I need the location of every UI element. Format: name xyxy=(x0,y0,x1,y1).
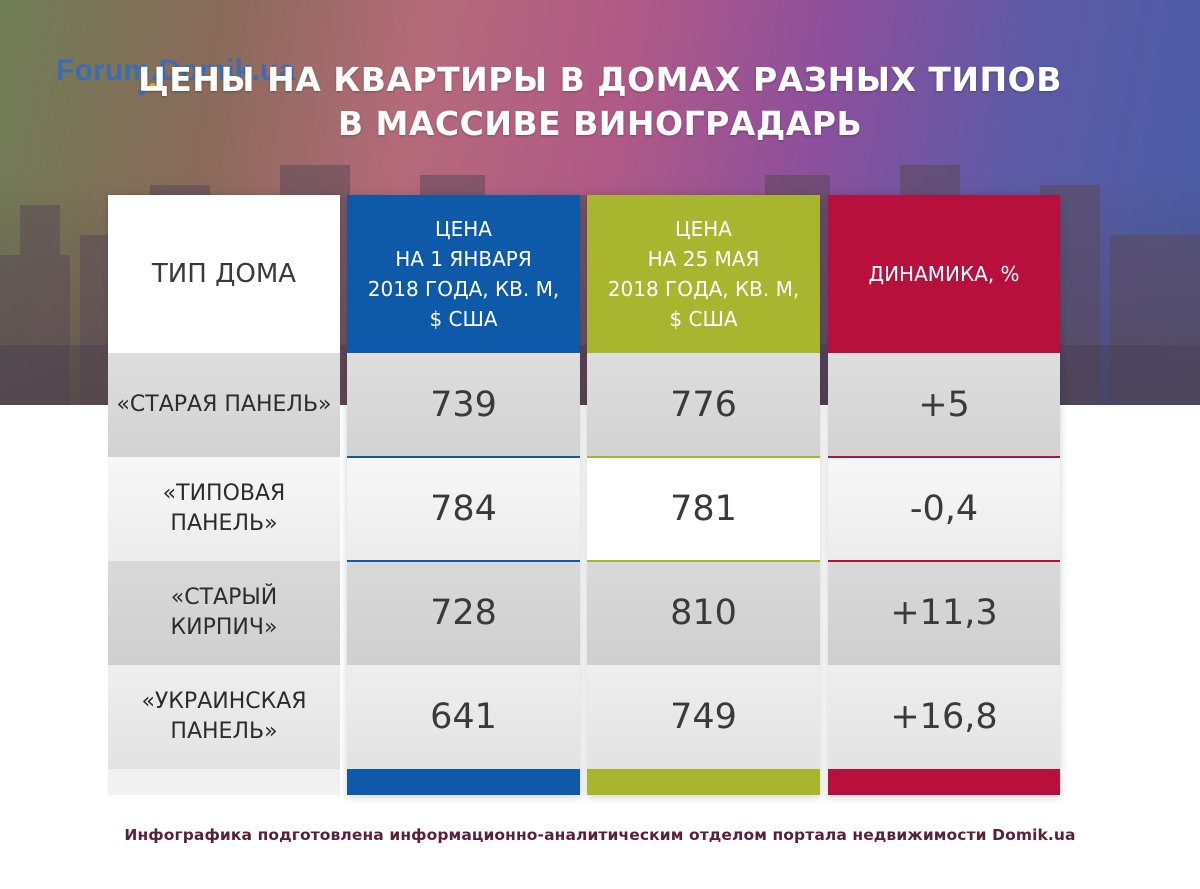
value-cell: 784 xyxy=(347,457,580,561)
page-title: ЦЕНЫ НА КВАРТИРЫ В ДОМАХ РАЗНЫХ ТИПОВ В … xyxy=(0,58,1200,146)
row-separator xyxy=(587,456,820,458)
row-label: ПАНЕЛЬ» xyxy=(170,719,278,744)
dynamics-value: -0,4 xyxy=(909,489,979,529)
price-jan-value: 784 xyxy=(430,489,497,529)
price-jan-value: 728 xyxy=(430,593,497,633)
title-line-1: ЦЕНЫ НА КВАРТИРЫ В ДОМАХ РАЗНЫХ ТИПОВ xyxy=(138,60,1062,99)
header-line: ДИНАМИКА, % xyxy=(868,262,1020,286)
credit-text: Инфографика подготовлена информационно-а… xyxy=(124,826,1076,844)
column-price-may: ЦЕНА НА 25 МАЯ 2018 ГОДА, КВ. М, $ США 7… xyxy=(587,195,820,795)
row-label-cell: «СТАРАЯ ПАНЕЛЬ» xyxy=(108,353,340,457)
row-label-cell: «УКРАИНСКАЯ ПАНЕЛЬ» xyxy=(108,665,340,769)
row-separator xyxy=(587,560,820,562)
value-cell: 749 xyxy=(587,665,820,769)
value-cell: +16,8 xyxy=(828,665,1060,769)
price-may-value: 810 xyxy=(670,593,737,633)
row-separator xyxy=(347,456,580,458)
value-cell: 776 xyxy=(587,353,820,457)
title-line-2: В МАССИВЕ ВИНОГРАДАРЬ xyxy=(337,104,863,143)
column-footer xyxy=(587,769,820,795)
row-label: «УКРАИНСКАЯ xyxy=(141,689,307,714)
row-separator xyxy=(828,456,1060,458)
header-line: ЦЕНА xyxy=(435,217,492,241)
site-logo: Forum.Domik.ua xyxy=(56,54,296,87)
price-jan-value: 739 xyxy=(430,385,497,425)
header-house-type: ТИП ДОМА xyxy=(108,195,340,353)
row-label-cell: «ТИПОВАЯ ПАНЕЛЬ» xyxy=(108,457,340,561)
header-line: НА 25 МАЯ xyxy=(647,247,760,271)
row-label: «ТИПОВАЯ xyxy=(162,481,286,506)
header-house-type-label: ТИП ДОМА xyxy=(151,259,297,289)
column-footer xyxy=(828,769,1060,795)
row-label: КИРПИЧ» xyxy=(170,615,278,640)
column-price-jan: ЦЕНА НА 1 ЯНВАРЯ 2018 ГОДА, КВ. М, $ США… xyxy=(347,195,580,795)
row-label-cell: «СТАРЫЙ КИРПИЧ» xyxy=(108,561,340,665)
value-cell: 641 xyxy=(347,665,580,769)
dynamics-value: +16,8 xyxy=(890,697,998,737)
row-separator xyxy=(347,560,580,562)
dynamics-value: +11,3 xyxy=(890,593,998,633)
column-footer xyxy=(108,769,340,795)
price-may-value: 781 xyxy=(670,489,737,529)
header-line: ЦЕНА xyxy=(675,217,732,241)
value-cell: 739 xyxy=(347,353,580,457)
row-separator xyxy=(828,560,1060,562)
header-price-jan: ЦЕНА НА 1 ЯНВАРЯ 2018 ГОДА, КВ. М, $ США xyxy=(347,195,580,353)
header-line: $ США xyxy=(669,307,738,331)
value-cell: -0,4 xyxy=(828,457,1060,561)
header-line: 2018 ГОДА, КВ. М, xyxy=(367,277,560,301)
header-line: 2018 ГОДА, КВ. М, xyxy=(607,277,800,301)
row-label: «СТАРЫЙ xyxy=(170,585,278,610)
row-label: «СТАРАЯ ПАНЕЛЬ» xyxy=(116,392,332,417)
column-dynamics: ДИНАМИКА, % +5 -0,4 +11,3 +16,8 xyxy=(828,195,1060,795)
header-dynamics: ДИНАМИКА, % xyxy=(828,195,1060,353)
row-label: ПАНЕЛЬ» xyxy=(170,511,278,536)
header-line: НА 1 ЯНВАРЯ xyxy=(395,247,532,271)
column-footer xyxy=(347,769,580,795)
value-cell: 728 xyxy=(347,561,580,665)
dynamics-value: +5 xyxy=(918,385,970,425)
value-cell: 781 xyxy=(587,457,820,561)
value-cell: +11,3 xyxy=(828,561,1060,665)
price-may-value: 776 xyxy=(670,385,737,425)
column-house-type: ТИП ДОМА «СТАРАЯ ПАНЕЛЬ» «ТИПОВАЯ ПАНЕЛЬ… xyxy=(108,195,340,795)
header-price-may: ЦЕНА НА 25 МАЯ 2018 ГОДА, КВ. М, $ США xyxy=(587,195,820,353)
header-line: $ США xyxy=(429,307,498,331)
price-may-value: 749 xyxy=(670,697,737,737)
value-cell: 810 xyxy=(587,561,820,665)
price-jan-value: 641 xyxy=(430,697,497,737)
value-cell: +5 xyxy=(828,353,1060,457)
